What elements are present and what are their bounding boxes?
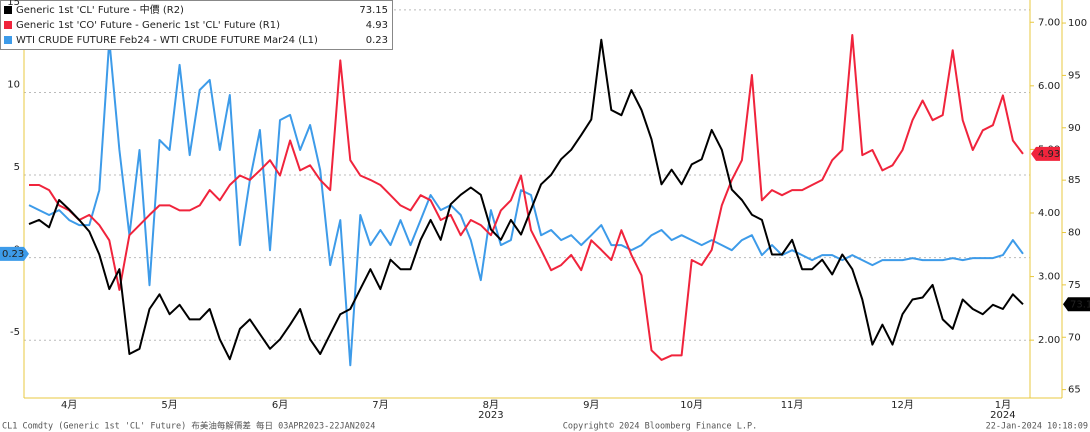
value-tag [0, 246, 29, 261]
legend-swatch [4, 21, 12, 29]
legend-value: 4.93 [366, 20, 388, 31]
footer-left: CL1 Comdty (Generic 1st 'CL' Future) 布美油… [2, 421, 375, 432]
value-tag [1031, 146, 1060, 161]
legend-label: WTI CRUDE FUTURE Feb24 - WTI CRUDE FUTUR… [16, 35, 318, 46]
x-tick-label: 8月 [483, 399, 499, 411]
y-tick-label: 5 [14, 162, 20, 173]
x-tick-label: 1月 [995, 399, 1011, 411]
y3-tick-label: 100 [1068, 18, 1087, 29]
legend-label: Generic 1st 'CO' Future - Generic 1st 'C… [16, 20, 280, 31]
y2-tick-label: 7.00 [1038, 17, 1060, 28]
series-line [28, 39, 1024, 367]
value-tag [1063, 297, 1090, 312]
y-tick-label: 15 [7, 0, 20, 8]
value-tag-label: 73.15 [1070, 299, 1090, 310]
y3-tick-label: 80 [1068, 228, 1081, 239]
x-tick-label: 6月 [272, 399, 288, 411]
x-tick-label: 5月 [161, 399, 177, 411]
y2-tick-label: 6.00 [1038, 81, 1060, 92]
x-tick-label: 10月 [680, 399, 703, 411]
footer-right: 22-Jan-2024 10:18:09 [986, 422, 1088, 432]
footer-center: Copyright© 2024 Bloomberg Finance L.P. [563, 422, 757, 432]
legend-value: 73.15 [359, 5, 388, 16]
value-tag-label: 0.23 [2, 249, 24, 260]
y3-tick-label: 75 [1068, 280, 1081, 291]
y-tick-label: -5 [10, 327, 20, 338]
legend-value: 0.23 [366, 35, 388, 46]
y3-tick-label: 65 [1068, 385, 1081, 396]
legend-box [0, 0, 393, 50]
x-tick-label: 11月 [781, 399, 804, 411]
x-tick-label: 9月 [583, 399, 599, 411]
x-tick-label: 12月 [891, 399, 914, 411]
x-tick-label: 4月 [61, 399, 77, 411]
value-tag-label: 4.93 [1038, 149, 1060, 160]
y3-tick-label: 95 [1068, 70, 1081, 81]
series-line [29, 34, 1024, 361]
y3-tick-label: 85 [1068, 175, 1081, 186]
y2-tick-label: 2.00 [1038, 335, 1060, 346]
y3-tick-label: 70 [1068, 332, 1081, 343]
legend-swatch [4, 36, 12, 44]
y2-tick-label: 4.00 [1038, 208, 1060, 219]
legend-swatch [4, 6, 12, 14]
y-tick-label: 10 [7, 79, 20, 90]
legend-label: Generic 1st 'CL' Future - 中價 (R2) [16, 3, 184, 16]
y2-tick-label: 3.00 [1038, 272, 1060, 283]
x-year-label: 2024 [990, 410, 1015, 421]
x-year-label: 2023 [478, 410, 503, 421]
series-line [28, 38, 1024, 361]
x-tick-label: 7月 [372, 399, 388, 411]
y3-tick-label: 90 [1068, 123, 1081, 134]
